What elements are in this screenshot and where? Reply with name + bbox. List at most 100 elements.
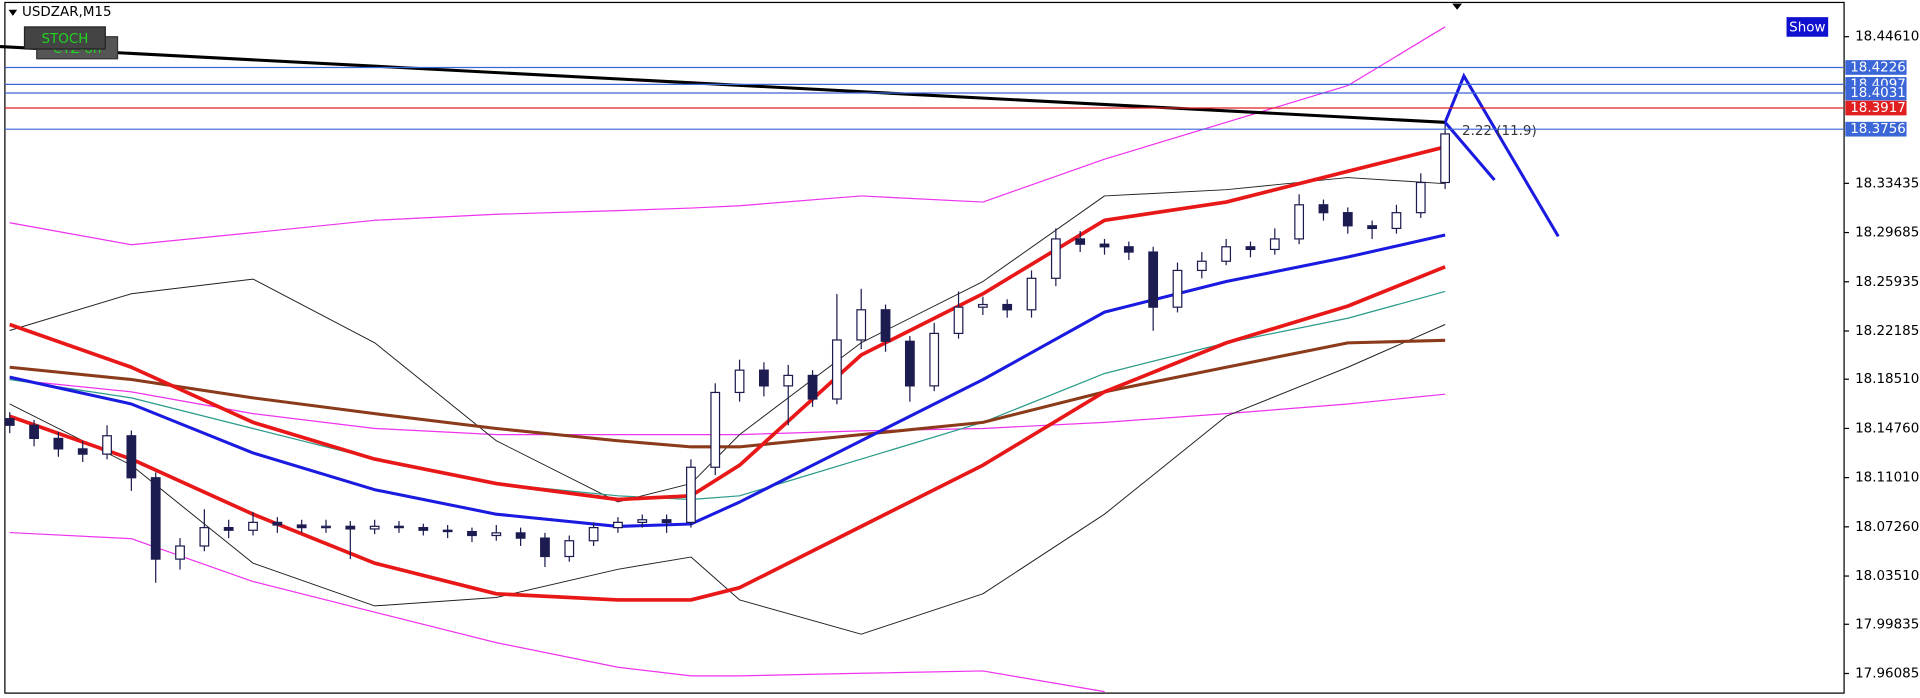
candle-body [175, 545, 185, 560]
candle-body [467, 530, 477, 537]
y-tick-label: 18.25935 [1855, 275, 1919, 290]
candle-body [661, 519, 672, 523]
candle-body [856, 309, 867, 341]
candle-body [1391, 212, 1402, 230]
y-tick-label: 17.96085 [1855, 666, 1919, 681]
y-tick-label: 18.29685 [1855, 226, 1919, 241]
candle-body [807, 374, 818, 400]
indicator-label: STOCH [41, 32, 88, 47]
candle-body [1440, 133, 1450, 184]
candle-body [321, 525, 331, 529]
price-box [1845, 100, 1907, 116]
candle-body [150, 477, 161, 560]
candle-body [418, 527, 429, 531]
y-tick-label: 18.22185 [1855, 324, 1919, 339]
candle-body [686, 466, 696, 523]
price-box [1845, 85, 1907, 101]
candle-body [588, 527, 599, 542]
indicator-line [9, 233, 1446, 528]
indicator-line [9, 531, 1105, 693]
y-tick-label: 18.14760 [1855, 421, 1919, 436]
price-box-label: 18.39174 [1850, 101, 1914, 116]
candle-body [1221, 246, 1232, 262]
candle-body [637, 519, 648, 523]
y-tick-label: 18.03510 [1855, 569, 1919, 584]
plot-frame [4, 1, 1845, 694]
candle-body [929, 332, 940, 387]
candle-body [1245, 246, 1256, 251]
candle-body [1342, 212, 1353, 227]
candle-body [394, 525, 404, 529]
candle-body [1196, 260, 1207, 272]
candle-body [977, 303, 988, 308]
show-button[interactable] [1786, 17, 1829, 37]
y-tick-label: 18.11010 [1855, 471, 1919, 486]
candle-body [29, 424, 39, 440]
candle-body [564, 540, 575, 558]
indicator-line [9, 26, 1446, 246]
candle-body [53, 437, 64, 450]
y-tick-label: 18.18510 [1855, 372, 1919, 387]
y-tick-label: 18.07260 [1855, 520, 1919, 535]
show-button-label[interactable]: Show [1789, 21, 1825, 36]
candle-body [953, 306, 964, 335]
candle-body [710, 391, 721, 468]
candle-body [4, 418, 15, 426]
candle-body [77, 448, 88, 455]
candle-body [1099, 243, 1110, 248]
candle-body [199, 527, 210, 547]
indicator-line [9, 324, 1446, 635]
annotation: 2.22 (11.9) [1462, 124, 1537, 139]
candle-body [783, 374, 794, 387]
candle-body [831, 339, 842, 400]
candle-body [296, 524, 307, 529]
candle-body [1318, 204, 1329, 214]
y-tick-label: 18.33435 [1855, 176, 1919, 191]
candle-body [1172, 269, 1183, 308]
candle-body [1269, 238, 1280, 251]
candle-body [1367, 225, 1378, 230]
price-box-label: 18.37562 [1850, 122, 1914, 137]
candle-body [272, 521, 283, 526]
price-box-label: 18.42265 [1850, 60, 1914, 75]
price-box [1845, 60, 1907, 75]
y-tick-label: 17.99835 [1855, 617, 1919, 632]
indicator-line [9, 145, 1446, 502]
candle-body [904, 340, 915, 387]
y-tick-label: 18.44610 [1855, 30, 1919, 45]
candle-body [1050, 238, 1061, 279]
candle-body [491, 532, 502, 537]
candle-body [759, 369, 769, 387]
candle-body [734, 369, 745, 394]
plot-area [0, 26, 1560, 693]
chart-title: USDZAR,M15 [22, 5, 112, 20]
candle-body [1002, 303, 1013, 311]
candle-body [126, 435, 137, 479]
candle-body [102, 435, 112, 455]
candle-body [540, 537, 550, 558]
candle-body [1148, 251, 1159, 308]
candle-body [369, 525, 380, 530]
drawn-line [1443, 121, 1496, 182]
candle-body [248, 521, 258, 531]
candle-body [345, 525, 356, 530]
candle-body [1026, 277, 1037, 311]
candle-body [880, 309, 891, 342]
price-box [1845, 121, 1907, 137]
candle-body [1123, 246, 1134, 253]
candle-body [1294, 204, 1305, 240]
candle-body [1415, 181, 1426, 214]
candle-body [1075, 238, 1086, 245]
indicator-box [23, 26, 106, 50]
price-box-label: 18.40319 [1850, 86, 1914, 101]
candle-body [515, 532, 526, 539]
indicator-line [9, 290, 1446, 501]
candle-body [613, 521, 623, 529]
drawn-line [1443, 72, 1560, 238]
candle-body [223, 527, 234, 531]
shift-marker [1452, 3, 1463, 10]
menu-arrow [8, 9, 18, 16]
